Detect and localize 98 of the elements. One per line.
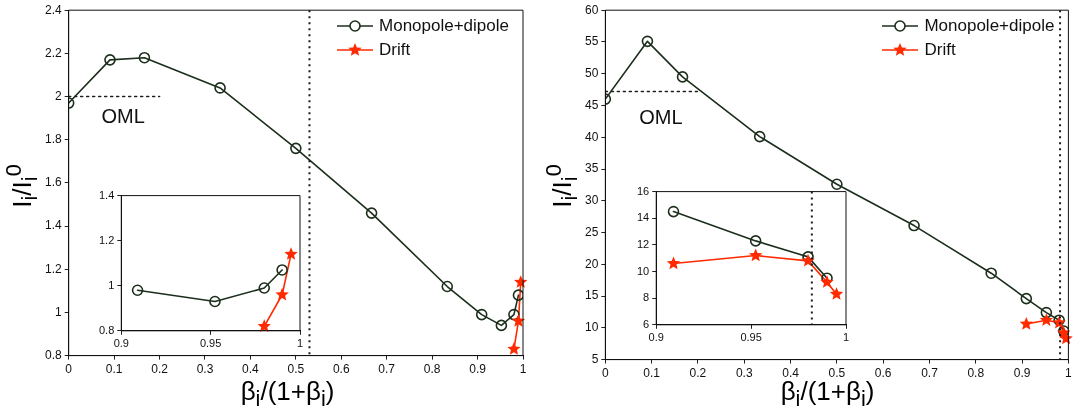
y-tick-label: 20 bbox=[584, 256, 599, 271]
x-tick-label: 1 bbox=[842, 331, 850, 344]
y-tick-label: 5 bbox=[591, 351, 599, 366]
y-tick-label: 15 bbox=[584, 288, 599, 303]
x-tick-label: 0.9 bbox=[648, 331, 664, 344]
y-tick-label: 1.6 bbox=[44, 175, 62, 190]
y-tick-label: 2.2 bbox=[44, 45, 62, 60]
point bbox=[1019, 317, 1033, 330]
x-tick-label: 0.9 bbox=[469, 362, 487, 377]
y-tick-label: 60 bbox=[584, 2, 599, 17]
y-tick-label: 40 bbox=[584, 129, 599, 144]
point bbox=[104, 54, 116, 66]
point bbox=[284, 247, 298, 260]
y-tick-label: 1.2 bbox=[98, 233, 115, 246]
point bbox=[495, 319, 508, 332]
annotation: OML bbox=[101, 104, 145, 127]
x-tick-label: 0.9 bbox=[1013, 366, 1031, 381]
point bbox=[475, 308, 488, 321]
point bbox=[1020, 292, 1033, 305]
x-tick-label: 0.1 bbox=[643, 366, 661, 381]
y-tick-label: 55 bbox=[584, 34, 599, 49]
y-tick-label: 1.4 bbox=[98, 188, 115, 201]
x-tick-label: 0.6 bbox=[874, 366, 892, 381]
y-tick-label: 1.8 bbox=[44, 132, 62, 147]
point bbox=[209, 295, 221, 308]
point bbox=[801, 253, 815, 267]
y-tick-label: 50 bbox=[584, 66, 599, 81]
point bbox=[131, 284, 144, 297]
x-tick-label: 0 bbox=[65, 362, 73, 377]
point bbox=[676, 71, 689, 83]
point bbox=[820, 275, 834, 288]
point bbox=[257, 319, 271, 332]
y-tick-label: 12 bbox=[636, 237, 650, 250]
y-tick-label: 1 bbox=[54, 304, 62, 319]
point bbox=[831, 178, 843, 191]
x-tick-label: 0.2 bbox=[151, 362, 169, 377]
y-tick-label: 14 bbox=[636, 211, 650, 224]
y-tick-label: 2.4 bbox=[44, 2, 62, 17]
point bbox=[507, 342, 521, 355]
y-tick-label: 8 bbox=[643, 291, 650, 304]
y-tick-label: 6 bbox=[643, 317, 650, 330]
legend-label: Monopole+dipole bbox=[924, 15, 1055, 38]
y-tick-label: 1.2 bbox=[44, 261, 62, 276]
point bbox=[276, 264, 288, 276]
x-tick-label: 0 bbox=[602, 366, 609, 381]
point bbox=[667, 205, 680, 218]
x-tick-label: 0.9 bbox=[113, 337, 129, 350]
x-tick-label: 0.7 bbox=[921, 366, 939, 381]
y-tick-label: 1.4 bbox=[44, 218, 62, 233]
point bbox=[441, 280, 454, 293]
annotation: OML bbox=[639, 106, 683, 129]
x-tick-label: 0.95 bbox=[740, 331, 762, 344]
point bbox=[829, 287, 844, 300]
point bbox=[275, 287, 289, 301]
y-tick-label: 1 bbox=[108, 278, 115, 291]
x-tick-label: 0.3 bbox=[735, 366, 753, 381]
x-tick-label: 0.1 bbox=[105, 362, 123, 377]
x-tick-label: 0.7 bbox=[378, 362, 396, 377]
x-tick-label: 0.95 bbox=[199, 337, 222, 350]
point bbox=[753, 130, 766, 143]
y-tick-label: 2 bbox=[54, 88, 62, 103]
y-tick-label: 35 bbox=[584, 161, 599, 176]
point bbox=[258, 282, 271, 294]
y-tick-label: 25 bbox=[584, 224, 599, 239]
legend-label: Monopole+dipole bbox=[379, 15, 509, 38]
point bbox=[508, 308, 520, 321]
y-tick-label: 10 bbox=[636, 264, 650, 277]
x-tick-label: 1 bbox=[296, 337, 304, 350]
y-tick-label: 45 bbox=[584, 97, 599, 112]
point bbox=[666, 256, 681, 270]
x-tick-label: 0.8 bbox=[423, 362, 441, 377]
legend-label: Drift bbox=[379, 39, 411, 62]
point bbox=[138, 51, 151, 64]
point bbox=[985, 267, 998, 279]
point bbox=[1040, 306, 1053, 319]
y-tick-label: 10 bbox=[584, 320, 599, 335]
y-tick-label: 0.8 bbox=[98, 323, 115, 336]
x-tick-label: 0.4 bbox=[242, 362, 260, 377]
point bbox=[214, 82, 226, 94]
x-tick-label: 0.6 bbox=[332, 362, 350, 377]
x-tick-label: 0.2 bbox=[689, 366, 707, 381]
point bbox=[290, 142, 302, 155]
x-tick-label: 0.5 bbox=[287, 362, 305, 377]
point bbox=[641, 35, 654, 48]
point bbox=[365, 207, 378, 219]
y-tick-label: 16 bbox=[636, 184, 650, 197]
point bbox=[1039, 313, 1054, 326]
x-tick-label: 0.8 bbox=[967, 366, 985, 381]
legend-label: Drift bbox=[924, 39, 956, 62]
y-tick-label: 0.8 bbox=[44, 347, 62, 362]
x-axis-title: β$_{i}$/(1+β$_{i}$) bbox=[240, 376, 335, 412]
point bbox=[908, 219, 920, 232]
x-tick-label: 1 bbox=[1065, 366, 1073, 381]
x-tick-label: 0.3 bbox=[196, 362, 214, 377]
point bbox=[749, 248, 763, 262]
y-tick-label: 30 bbox=[584, 193, 599, 208]
point bbox=[749, 235, 762, 247]
x-tick-label: 1 bbox=[519, 362, 527, 377]
